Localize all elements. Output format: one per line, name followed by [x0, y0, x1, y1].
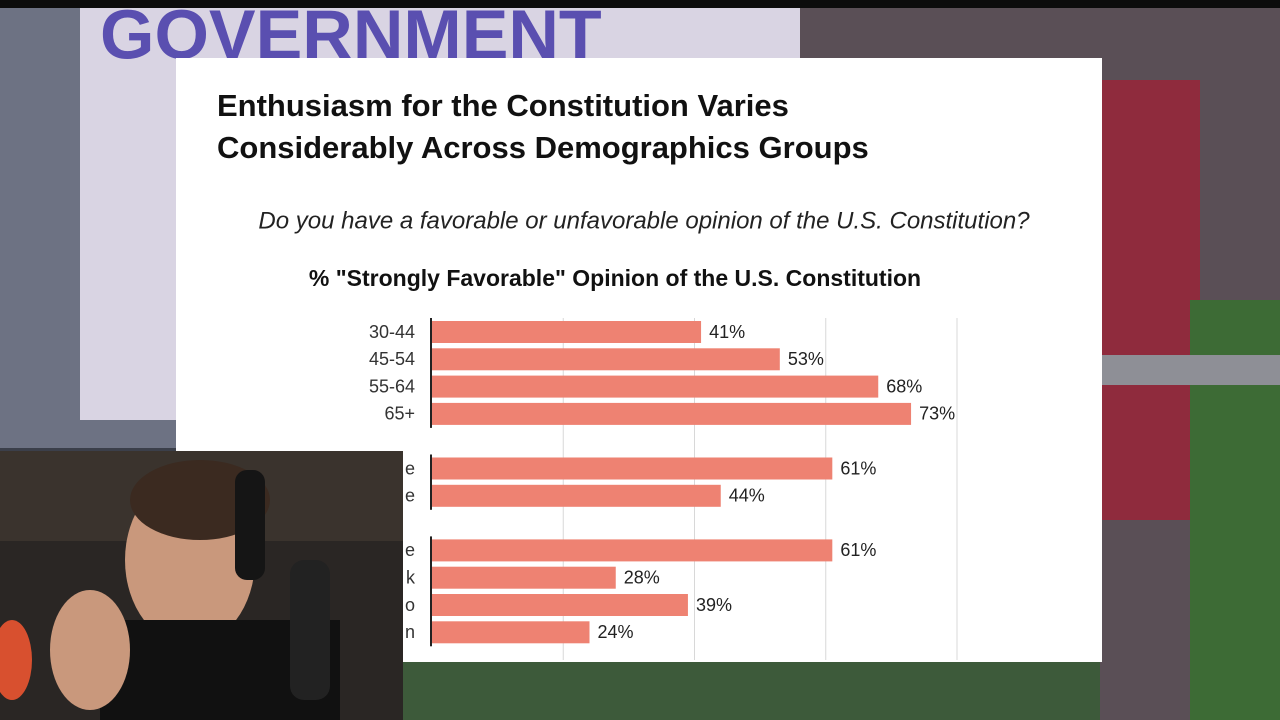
webcam	[0, 451, 403, 720]
value-label: 28%	[624, 567, 660, 587]
category-label: n	[405, 622, 415, 642]
bar	[432, 484, 721, 507]
microphone	[290, 560, 330, 700]
railing	[1100, 355, 1280, 385]
bar	[432, 402, 912, 425]
top-bar	[0, 0, 1280, 8]
bar	[432, 621, 590, 644]
value-label: 53%	[788, 349, 824, 369]
bar	[432, 457, 833, 480]
category-label: o	[405, 595, 415, 615]
bar	[432, 539, 833, 562]
value-label: 39%	[696, 595, 732, 615]
value-label: 68%	[886, 376, 922, 396]
category-label: 65+	[384, 404, 415, 424]
value-label: 61%	[840, 458, 876, 478]
category-label: e	[405, 540, 415, 560]
streamer-hand	[50, 590, 130, 710]
video-bottom	[400, 660, 1100, 720]
category-label: 45-54	[369, 349, 415, 369]
headset	[235, 470, 265, 580]
bar	[432, 348, 780, 371]
person-red	[1100, 80, 1200, 520]
bar	[432, 566, 616, 589]
plot-title: % "Strongly Favorable" Opinion of the U.…	[309, 265, 921, 291]
plot: 30-44 41% 45-54 53% 55-64 68% 65+ 73% e 61% e 44% e 6…	[369, 318, 958, 660]
chart-title: Considerably Across Demographics Groups	[217, 130, 869, 165]
chart-title: Enthusiasm for the Constitution Varies	[217, 88, 789, 123]
value-label: 41%	[709, 322, 745, 342]
category-label: 55-64	[369, 376, 415, 396]
category-label: e	[405, 486, 415, 506]
plush-toy	[0, 620, 32, 700]
value-label: 73%	[919, 404, 955, 424]
value-label: 61%	[840, 540, 876, 560]
bar	[432, 594, 688, 616]
category-label: e	[405, 458, 415, 478]
bar	[432, 375, 879, 398]
chart-subtitle: Do you have a favorable or unfavorable o…	[258, 207, 1030, 234]
bar	[432, 321, 702, 343]
category-label: k	[406, 567, 416, 587]
category-label: 30-44	[369, 322, 415, 342]
value-label: 24%	[598, 622, 634, 642]
value-label: 44%	[729, 486, 765, 506]
